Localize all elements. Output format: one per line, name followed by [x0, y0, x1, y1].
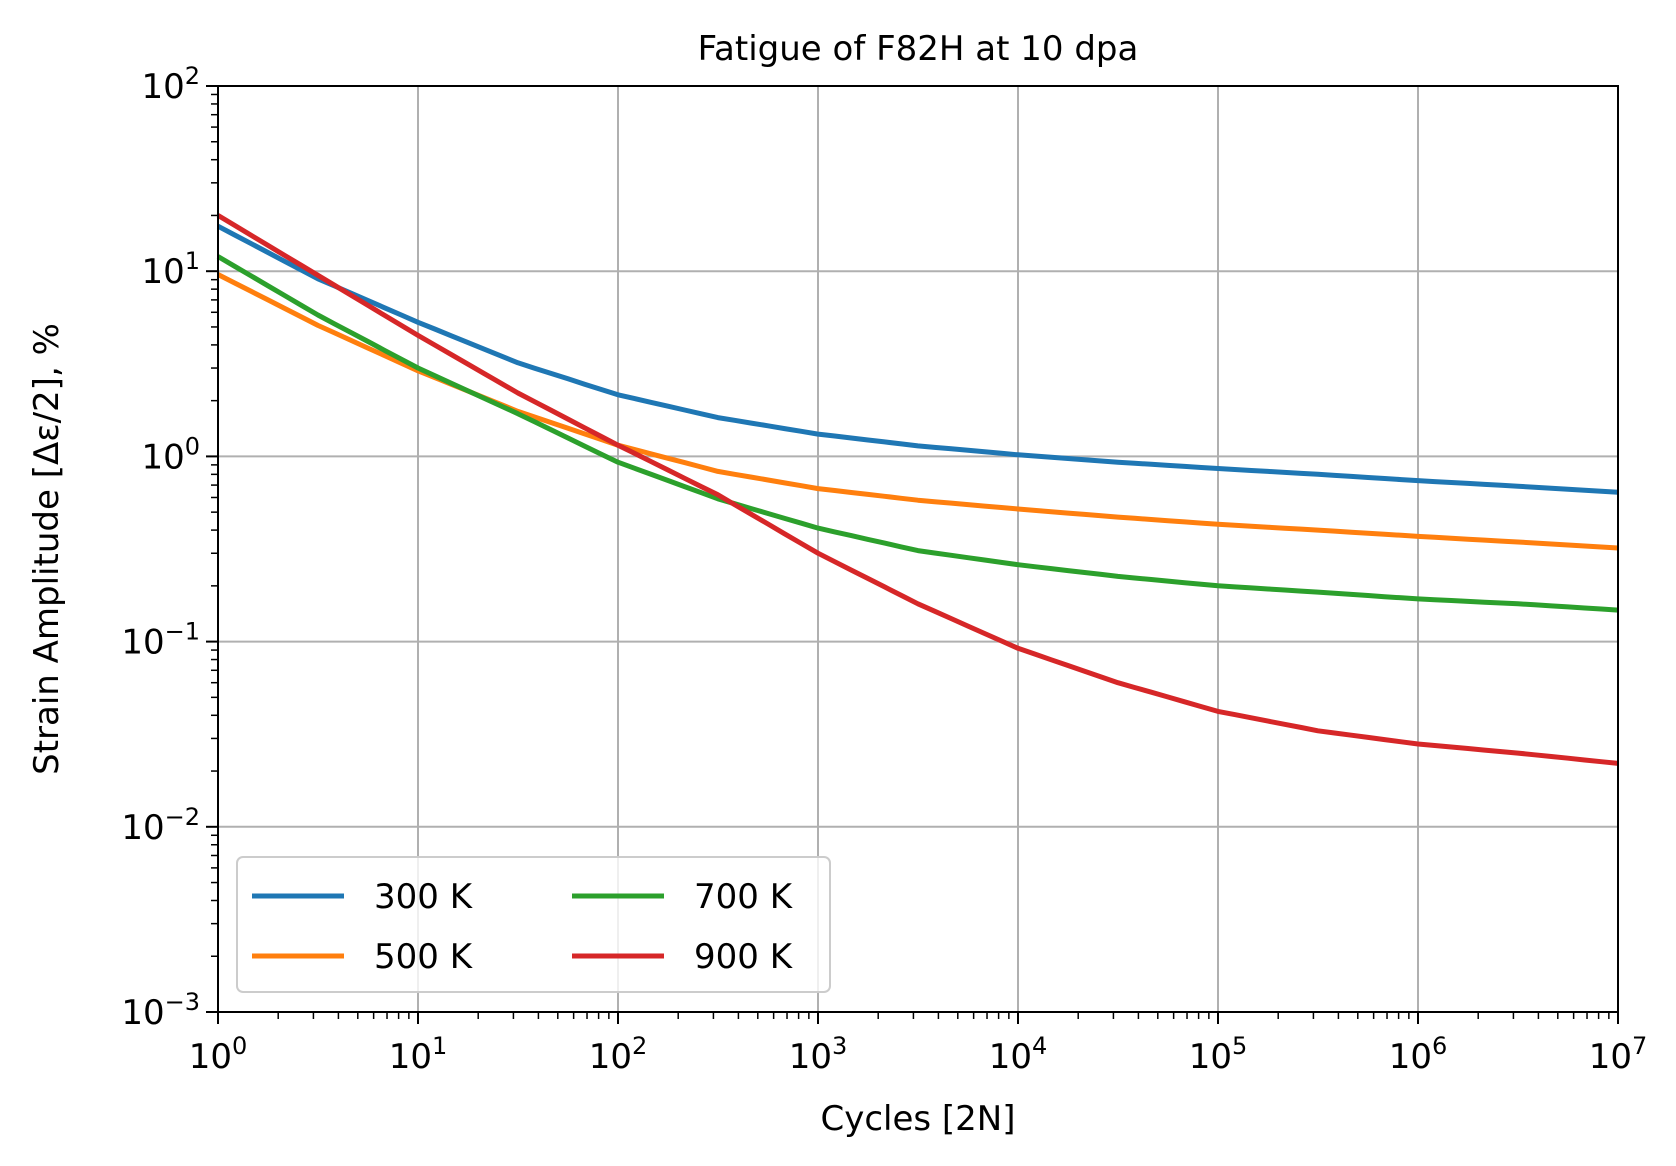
x-tick-label: 106	[1389, 1032, 1448, 1077]
ticks	[206, 85, 1619, 1024]
y-tick-label: 10−2	[121, 803, 200, 848]
chart-title: Fatigue of F82H at 10 dpa	[698, 29, 1139, 69]
y-tick-label: 102	[141, 62, 200, 107]
series-group	[216, 213, 1619, 766]
x-tick-label: 100	[189, 1032, 248, 1077]
legend-label-500-k: 500 K	[374, 937, 474, 977]
legend-label-700-k: 700 K	[694, 877, 794, 917]
x-tick-label: 101	[389, 1032, 448, 1077]
y-tick-label: 101	[141, 247, 200, 292]
y-tick-label: 100	[141, 432, 200, 477]
x-tick-label: 104	[989, 1032, 1048, 1077]
x-tick-label: 105	[1189, 1032, 1248, 1077]
x-tick-label: 103	[789, 1032, 848, 1077]
legend-box	[236, 856, 831, 993]
x-tick-labels: 100 101 102 103 104 105 106 107	[189, 1032, 1648, 1077]
legend-label-300-k: 300 K	[374, 877, 474, 917]
x-tick-label: 102	[589, 1032, 648, 1077]
y-axis-title: Strain Amplitude [Δε/2], %	[27, 323, 67, 775]
series-line-300-k	[216, 223, 1619, 495]
series-line-700-k	[216, 254, 1619, 613]
y-tick-labels: 10−3 10−2 10−1 100 101 102	[121, 62, 200, 1033]
x-axis-title: Cycles [2N]	[820, 1099, 1015, 1139]
plot-frame	[217, 85, 1619, 1013]
x-tick-label: 107	[1589, 1032, 1648, 1077]
y-tick-label: 10−3	[121, 988, 200, 1033]
legend-label-900-k: 900 K	[694, 937, 794, 977]
legend: 300 K 500 K 700 K 900 K	[236, 856, 831, 993]
y-tick-label: 10−1	[121, 618, 200, 663]
series-line-900-k	[216, 213, 1619, 766]
series-line-500-k	[216, 272, 1619, 551]
